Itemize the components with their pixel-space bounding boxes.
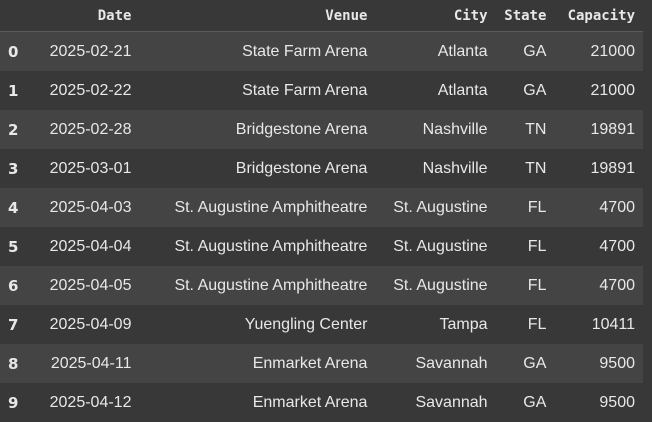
cell-index: 2 — [0, 110, 34, 149]
cell-state: FL — [496, 227, 555, 266]
cell-index: 1 — [0, 71, 34, 110]
cell-index: 6 — [0, 266, 34, 305]
cell-venue: St. Augustine Amphitheatre — [139, 188, 375, 227]
cell-index: 5 — [0, 227, 34, 266]
cell-index: 9 — [0, 383, 34, 422]
cell-venue: St. Augustine Amphitheatre — [139, 266, 375, 305]
cell-capacity: 4700 — [554, 188, 643, 227]
cell-date: 2025-02-28 — [34, 110, 139, 149]
column-header-index — [0, 0, 34, 32]
cell-city: Savannah — [375, 344, 495, 383]
column-header-state: State — [496, 0, 555, 32]
cell-state: FL — [496, 305, 555, 344]
cell-capacity: 9500 — [554, 383, 643, 422]
cell-date: 2025-04-04 — [34, 227, 139, 266]
cell-capacity: 19891 — [554, 149, 643, 188]
cell-city: St. Augustine — [375, 266, 495, 305]
cell-city: Nashville — [375, 110, 495, 149]
cell-index: 3 — [0, 149, 34, 188]
column-header-date: Date — [34, 0, 139, 32]
cell-state: FL — [496, 266, 555, 305]
cell-venue: Bridgestone Arena — [139, 149, 375, 188]
cell-capacity: 4700 — [554, 227, 643, 266]
cell-date: 2025-03-01 — [34, 149, 139, 188]
cell-city: St. Augustine — [375, 188, 495, 227]
cell-capacity: 10411 — [554, 305, 643, 344]
cell-date: 2025-02-21 — [34, 32, 139, 72]
cell-city: Tampa — [375, 305, 495, 344]
column-header-city: City — [375, 0, 495, 32]
cell-venue: State Farm Arena — [139, 71, 375, 110]
cell-state: FL — [496, 188, 555, 227]
cell-venue: St. Augustine Amphitheatre — [139, 227, 375, 266]
cell-capacity: 19891 — [554, 110, 643, 149]
cell-venue: Bridgestone Arena — [139, 110, 375, 149]
cell-venue: Yuengling Center — [139, 305, 375, 344]
cell-state: GA — [496, 71, 555, 110]
cell-venue: Enmarket Arena — [139, 383, 375, 422]
cell-state: TN — [496, 149, 555, 188]
column-header-venue: Venue — [139, 0, 375, 32]
cell-city: Atlanta — [375, 32, 495, 72]
cell-date: 2025-04-03 — [34, 188, 139, 227]
cell-city: Atlanta — [375, 71, 495, 110]
cell-city: St. Augustine — [375, 227, 495, 266]
cell-capacity: 4700 — [554, 266, 643, 305]
cell-state: GA — [496, 32, 555, 72]
cell-capacity: 21000 — [554, 71, 643, 110]
cell-venue: State Farm Arena — [139, 32, 375, 72]
cell-index: 7 — [0, 305, 34, 344]
cell-city: Nashville — [375, 149, 495, 188]
cell-index: 8 — [0, 344, 34, 383]
cell-city: Savannah — [375, 383, 495, 422]
cell-state: GA — [496, 383, 555, 422]
cell-index: 4 — [0, 188, 34, 227]
cell-date: 2025-04-09 — [34, 305, 139, 344]
cell-venue: Enmarket Arena — [139, 344, 375, 383]
column-header-capacity: Capacity — [554, 0, 643, 32]
cell-state: TN — [496, 110, 555, 149]
cell-date: 2025-04-05 — [34, 266, 139, 305]
cell-date: 2025-02-22 — [34, 71, 139, 110]
cell-capacity: 21000 — [554, 32, 643, 72]
cell-index: 0 — [0, 32, 34, 72]
cell-capacity: 9500 — [554, 344, 643, 383]
cell-date: 2025-04-12 — [34, 383, 139, 422]
cell-date: 2025-04-11 — [34, 344, 139, 383]
cell-state: GA — [496, 344, 555, 383]
